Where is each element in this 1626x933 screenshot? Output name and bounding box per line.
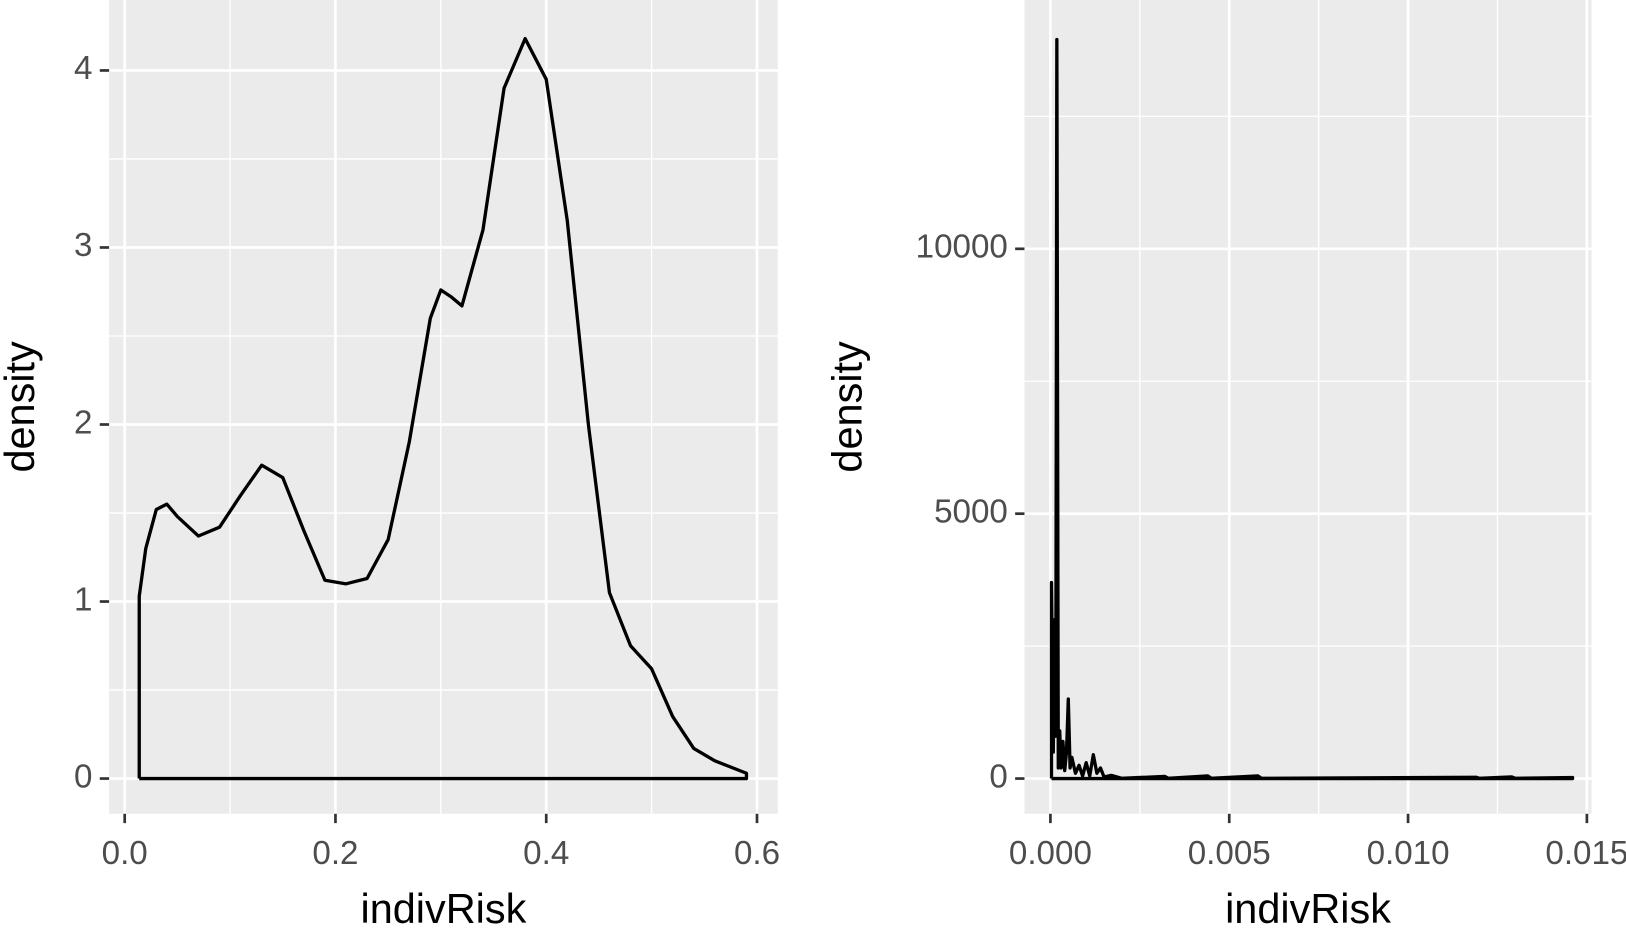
x-tick-label: 0.2 xyxy=(312,835,358,872)
y-tick-label: 3 xyxy=(74,227,92,264)
x-tick-label: 0.015 xyxy=(1545,835,1626,872)
y-tick-label: 1 xyxy=(74,581,92,618)
x-axis-title: indivRisk xyxy=(1225,885,1391,932)
x-axis-title: indivRisk xyxy=(360,885,526,932)
x-tick-label: 0.0 xyxy=(102,835,148,872)
panel-background xyxy=(109,0,778,814)
x-tick-label: 0.005 xyxy=(1188,835,1271,872)
y-axis-title: density xyxy=(0,341,43,473)
y-tick-label: 5000 xyxy=(934,493,1008,530)
density-line xyxy=(1049,37,1575,781)
y-tick-label: 10000 xyxy=(916,229,1008,266)
y-tick-label: 4 xyxy=(74,50,92,87)
x-tick-label: 0.000 xyxy=(1009,835,1092,872)
density-line xyxy=(137,36,749,781)
x-tick-label: 0.6 xyxy=(734,835,780,872)
y-tick-label: 2 xyxy=(74,404,92,441)
y-tick-label: 0 xyxy=(74,758,92,795)
x-tick-label: 0.010 xyxy=(1367,835,1450,872)
y-axis-title: density xyxy=(823,341,870,473)
y-tick-label: 0 xyxy=(989,758,1007,795)
x-tick-label: 0.4 xyxy=(523,835,569,872)
panel-background xyxy=(1024,0,1592,814)
